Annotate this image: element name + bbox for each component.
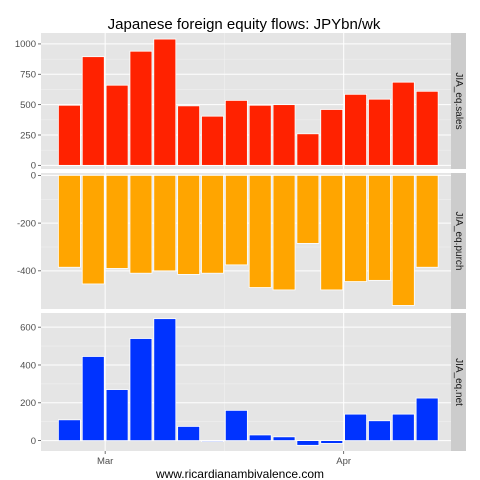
bar-JIA_eq.sales-week-8	[224, 99, 248, 166]
bar-JIA_eq.sales-week-5	[153, 38, 177, 166]
y-tick-label: 0	[31, 436, 36, 447]
y-tick-label: -400	[17, 266, 36, 277]
bar-JIA_eq.purch-week-3	[105, 174, 129, 269]
y-tick-label: 0	[31, 161, 36, 172]
bar-JIA_eq.sales-week-6	[177, 105, 201, 166]
bar-JIA_eq.net-week-5	[153, 318, 177, 442]
bar-JIA_eq.net-week-15	[391, 413, 415, 442]
bar-JIA_eq.sales-week-14	[368, 98, 391, 166]
y-tick-label: -200	[17, 218, 36, 229]
bar-JIA_eq.net-week-14	[368, 420, 391, 442]
facet-strip-label: JIA_eq.purch	[453, 212, 464, 271]
bar-JIA_eq.sales-week-4	[129, 50, 153, 166]
bar-JIA_eq.purch-week-5	[153, 174, 177, 272]
panel-JIA_eq.sales: 0 250 500 750 1000 JIA_eq.sales	[15, 33, 466, 172]
bar-JIA_eq.net-week-4	[129, 338, 153, 442]
panel-JIA_eq.net: 0 200 400 600 JIA_eq.net	[20, 313, 466, 451]
bar-JIA_eq.sales-week-1	[58, 104, 81, 166]
y-tick-label: 750	[20, 70, 36, 81]
bar-JIA_eq.sales-week-2	[81, 56, 105, 166]
bar-JIA_eq.net-week-3	[105, 389, 129, 442]
bar-JIA_eq.sales-week-13	[344, 93, 368, 166]
bar-JIA_eq.purch-week-15	[391, 174, 415, 306]
bar-JIA_eq.purch-week-2	[81, 174, 105, 285]
bar-JIA_eq.purch-week-4	[129, 174, 153, 274]
y-tick-label: 500	[20, 100, 36, 111]
x-tick-label: Apr	[336, 456, 351, 467]
bar-JIA_eq.net-week-2	[81, 356, 105, 442]
bar-JIA_eq.purch-week-10	[272, 174, 296, 291]
facet-strip	[451, 173, 466, 309]
facet-strip	[451, 313, 466, 451]
bar-JIA_eq.net-week-11	[296, 440, 320, 446]
facet-strip-label: JIA_eq.net	[453, 358, 464, 406]
bar-JIA_eq.net-week-6	[177, 426, 201, 442]
bar-JIA_eq.net-week-7	[201, 440, 224, 442]
bar-JIA_eq.purch-week-7	[201, 174, 224, 274]
bar-JIA_eq.sales-week-16	[415, 90, 439, 166]
y-tick-label: 0	[31, 171, 36, 182]
bar-JIA_eq.purch-week-11	[296, 174, 320, 244]
bar-JIA_eq.net-week-9	[248, 434, 272, 442]
x-axis: MarAprMayJun	[97, 451, 351, 467]
y-tick-label: 400	[20, 360, 36, 371]
facet-strip-label: JIA_eq.sales	[453, 72, 464, 129]
bar-JIA_eq.sales-week-3	[105, 84, 129, 166]
chart-caption: www.ricardianambivalence.com	[155, 467, 324, 480]
chart-title: Japanese foreign equity flows: JPYbn/wk	[108, 16, 381, 33]
bar-JIA_eq.sales-week-9	[248, 104, 272, 166]
bar-JIA_eq.net-week-8	[224, 409, 248, 442]
bar-JIA_eq.sales-week-11	[296, 133, 320, 166]
bar-JIA_eq.purch-week-14	[368, 174, 391, 281]
bar-JIA_eq.purch-week-1	[58, 174, 81, 268]
bar-JIA_eq.net-week-1	[58, 419, 81, 442]
bar-JIA_eq.sales-week-10	[272, 104, 296, 166]
panel-JIA_eq.purch: 0 -200 -400 JIA_eq.purch	[17, 171, 466, 309]
bar-JIA_eq.purch-week-16	[415, 174, 439, 268]
bar-JIA_eq.net-week-10	[272, 436, 296, 442]
facet-strip	[451, 33, 466, 169]
y-tick-label: 250	[20, 130, 36, 141]
bar-JIA_eq.purch-week-9	[248, 174, 272, 288]
bar-JIA_eq.sales-week-7	[201, 115, 224, 166]
y-tick-label: 600	[20, 322, 36, 333]
bar-JIA_eq.net-week-16	[415, 397, 439, 442]
bar-JIA_eq.purch-week-12	[320, 174, 344, 291]
bar-JIA_eq.net-week-12	[320, 440, 344, 444]
bar-JIA_eq.purch-week-13	[344, 174, 368, 282]
chart-panels: 0 250 500 750 1000 JIA_eq.sales 0 -200 -400 JIA_e…	[15, 33, 466, 451]
bar-JIA_eq.purch-week-6	[177, 174, 201, 275]
y-tick-label: 1000	[15, 39, 36, 50]
x-tick-label: Mar	[97, 456, 113, 467]
bar-JIA_eq.sales-week-15	[391, 81, 415, 166]
bar-JIA_eq.purch-week-8	[224, 174, 248, 266]
y-tick-label: 200	[20, 398, 36, 409]
bar-JIA_eq.sales-week-12	[320, 109, 344, 166]
bar-JIA_eq.net-week-13	[344, 413, 368, 442]
